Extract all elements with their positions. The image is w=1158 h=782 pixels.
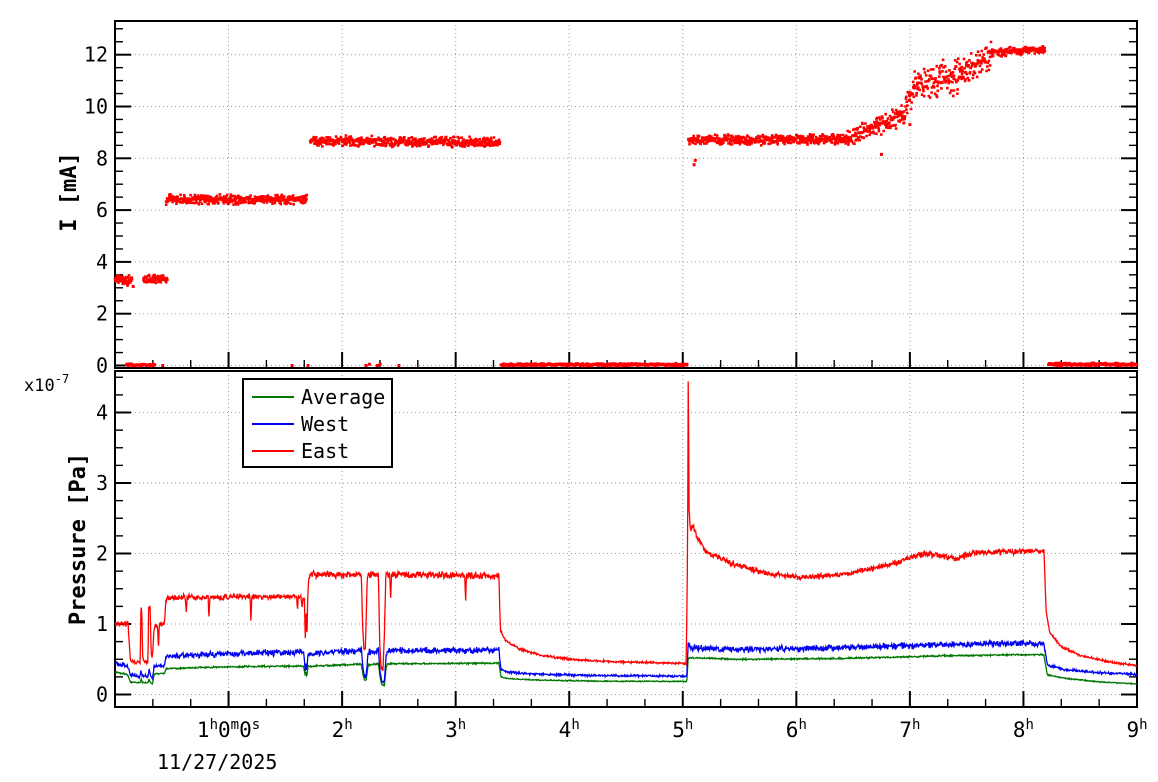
series-average-line: [114, 652, 1138, 688]
y-tick-label: 2: [96, 302, 108, 326]
legend-entry-average: Average: [252, 385, 385, 409]
current-scatter-series: [113, 40, 1139, 368]
x-tick-label: 4h: [559, 717, 580, 742]
x-tick-label: 3h: [445, 717, 466, 742]
y-tick-label: 2: [96, 542, 108, 566]
y-tick-label: 1: [96, 612, 108, 636]
legend-label: Average: [301, 385, 385, 409]
x-tick-label: 2h: [332, 717, 353, 742]
axis-title-current: I [mA]: [57, 152, 82, 231]
pad-frame: [114, 20, 1138, 369]
y-tick-label: 0: [96, 683, 108, 707]
axis-ticks: [115, 376, 1138, 707]
scale-exponent-label: x10-7: [24, 372, 69, 396]
legend-box: Average West East: [242, 378, 393, 468]
y-tick-label: 6: [96, 198, 108, 222]
y-tick-label: 10: [84, 95, 108, 119]
y-tick-label: 4: [96, 250, 108, 274]
legend-entry-east: East: [252, 439, 349, 463]
x-tick-label: 5h: [672, 717, 693, 742]
y-tick-label: 3: [96, 471, 108, 495]
date-label: 11/27/2025: [157, 750, 277, 774]
y-tick-label: 4: [96, 401, 108, 425]
x-tick-label: 1h0m0s: [197, 717, 260, 742]
x-tick-label: 9h: [1126, 717, 1147, 742]
x-tick-label: 6h: [786, 717, 807, 742]
x-tick-label: 7h: [899, 717, 920, 742]
legend-entry-west: West: [252, 412, 349, 436]
legend-label: East: [301, 439, 349, 463]
legend-label: West: [301, 412, 349, 436]
pad-frame: [114, 370, 1138, 708]
axis-title-pressure: Pressure [Pa]: [66, 453, 91, 625]
series-east-line: [114, 381, 1138, 672]
series-west-line: [114, 638, 1138, 684]
y-tick-label: 8: [96, 146, 108, 170]
x-tick-label: 8h: [1013, 717, 1034, 742]
y-tick-label: 0: [96, 354, 108, 378]
y-tick-label: 12: [84, 43, 108, 67]
